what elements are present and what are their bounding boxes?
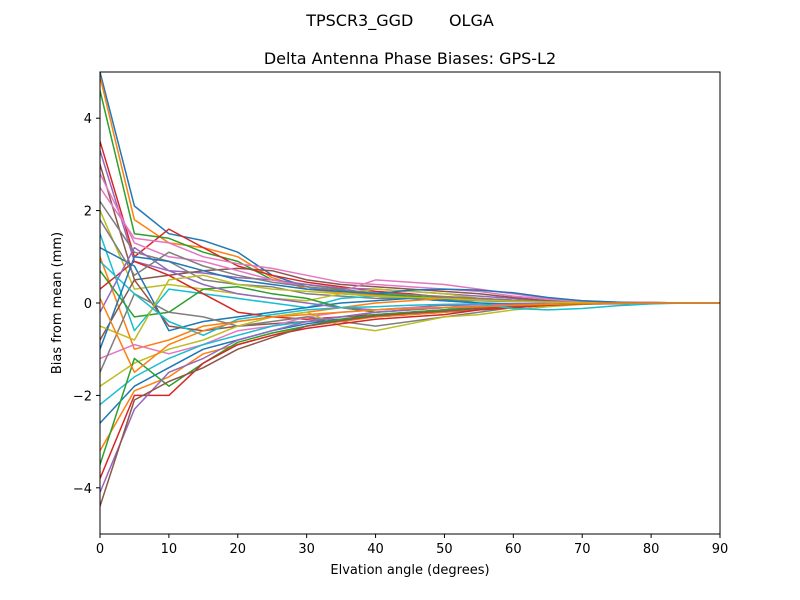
y-axis: −4 −2 0 2 4 (73, 112, 100, 497)
chart-title: Delta Antenna Phase Biases: GPS-L2 (264, 49, 556, 68)
y-tick-label: 2 (84, 205, 92, 220)
series-line-30 (100, 260, 720, 337)
series-line-32 (100, 298, 720, 374)
figure-suptitle: TPSCR3_GGD OLGA (305, 11, 494, 31)
series-line-2 (100, 76, 720, 304)
x-tick-label: 80 (643, 542, 660, 557)
x-tick-label: 50 (436, 542, 453, 557)
series-line-3 (100, 90, 720, 304)
y-tick-label: 4 (84, 112, 92, 127)
series-line-26 (100, 302, 720, 507)
y-tick-label: −2 (73, 389, 92, 404)
x-tick-label: 10 (161, 542, 178, 557)
x-tick-label: 40 (367, 542, 384, 557)
x-tick-label: 20 (230, 542, 247, 557)
series-layer (100, 72, 720, 507)
y-axis-label: Bias from mean (mm) (50, 232, 65, 374)
x-tick-label: 30 (298, 542, 315, 557)
y-tick-label: −4 (73, 482, 92, 497)
x-tick-label: 70 (574, 542, 591, 557)
x-tick-label: 0 (96, 542, 104, 557)
x-tick-label: 90 (712, 542, 729, 557)
series-line-23 (100, 302, 720, 465)
y-tick-label: 0 (84, 297, 92, 312)
x-axis: 0 10 20 30 40 50 60 70 80 90 (96, 534, 728, 557)
series-line-22 (100, 302, 720, 452)
x-axis-label: Elvation angle (degrees) (330, 563, 489, 578)
series-line-20 (100, 302, 720, 406)
series-line-27 (100, 187, 720, 304)
x-tick-label: 60 (505, 542, 522, 557)
series-line-4 (100, 141, 720, 304)
series-line-31 (100, 256, 720, 350)
